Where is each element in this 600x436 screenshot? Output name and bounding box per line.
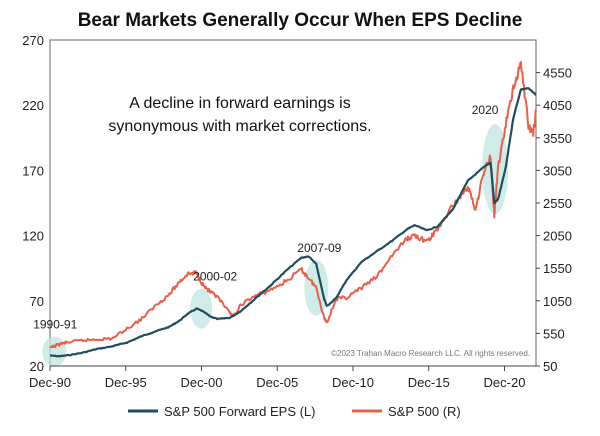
left-axis-tick-label: 220	[22, 98, 44, 113]
highlight-region-2000-02	[190, 288, 213, 329]
left-axis-tick-label: 270	[22, 33, 44, 48]
region-label-2020: 2020	[472, 103, 499, 117]
x-tick-label: Dec-10	[332, 375, 374, 390]
right-axis-tick-label: 3050	[543, 163, 572, 178]
x-tick-label: Dec-90	[29, 375, 71, 390]
legend: S&P 500 Forward EPS (L) S&P 500 (R)	[128, 404, 461, 419]
legend-label-eps: S&P 500 Forward EPS (L)	[164, 404, 316, 419]
left-axis-tick-label: 120	[22, 229, 44, 244]
right-axis-tick-label: 2050	[543, 229, 572, 244]
x-tick-label: Dec-20	[484, 375, 526, 390]
right-axis-tick-label: 50	[543, 359, 557, 374]
right-axis-tick-label: 2550	[543, 196, 572, 211]
x-tick-label: Dec-15	[408, 375, 450, 390]
highlight-region-1990-91	[42, 336, 67, 367]
annotation-line-2: synonymous with market corrections.	[108, 118, 371, 135]
x-tick-label: Dec-95	[105, 375, 147, 390]
right-axis-tick-label: 4050	[543, 98, 572, 113]
copyright-notice: ©2023 Trahan Macro Research LLC. All rig…	[331, 349, 530, 358]
right-axis-tick-label: 1050	[543, 294, 572, 309]
right-axis-tick-label: 550	[543, 326, 565, 341]
right-axis-tick-label: 1550	[543, 261, 572, 276]
plot-frame	[49, 39, 537, 367]
chart-title: Bear Markets Generally Occur When EPS De…	[78, 10, 523, 31]
region-label-2007-09: 2007-09	[297, 241, 341, 255]
series-line-sp500	[49, 61, 537, 349]
annotation-line-1: A decline in forward earnings is	[129, 95, 350, 112]
right-axis-tick-label: 3550	[543, 131, 572, 146]
x-tick-label: Dec-00	[181, 375, 223, 390]
x-tick-label: Dec-05	[256, 375, 298, 390]
left-axis-tick-label: 70	[30, 294, 44, 309]
region-label-2000-02: 2000-02	[193, 270, 237, 284]
left-axis-tick-label: 170	[22, 163, 44, 178]
legend-label-sp500: S&P 500 (R)	[388, 404, 461, 419]
left-axis-tick-label: 20	[30, 359, 44, 374]
right-axis-tick-label: 4550	[543, 66, 572, 81]
series-line-eps	[49, 87, 537, 358]
region-label-1990-91: 1990-91	[33, 318, 77, 332]
